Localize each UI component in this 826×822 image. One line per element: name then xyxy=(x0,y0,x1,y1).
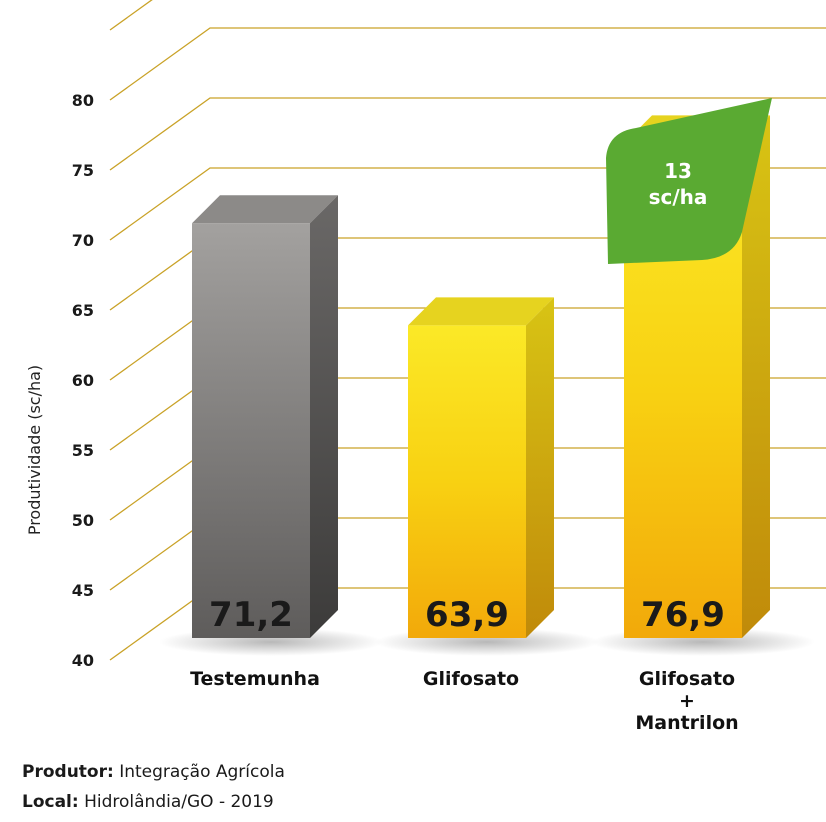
gridline xyxy=(109,27,826,101)
bar-side xyxy=(310,195,338,638)
y-tick-label: 55 xyxy=(72,441,94,460)
location-line: Local: Hidrolândia/GO - 2019 xyxy=(22,792,274,812)
location-label: Local: xyxy=(22,792,79,812)
y-tick-labels: 40 45 50 55 60 65 70 75 80 xyxy=(72,91,94,670)
gridline xyxy=(109,97,826,171)
bar-value-label: 76,9 xyxy=(641,595,725,635)
y-tick-label: 45 xyxy=(72,581,94,600)
y-tick-label: 80 xyxy=(72,91,94,110)
producer-label: Produtor: xyxy=(22,762,114,782)
producer-line: Produtor: Integração Agrícola xyxy=(22,762,285,782)
badge-shape xyxy=(606,98,772,264)
y-tick-label: 50 xyxy=(72,511,94,530)
producer-value: Integração Agrícola xyxy=(113,762,285,782)
y-tick-label: 60 xyxy=(72,371,94,390)
badge-unit: sc/ha xyxy=(649,185,708,209)
bar-top xyxy=(408,297,554,326)
bars: 71,2 63,9 76,9 xyxy=(158,115,816,656)
y-tick-label: 40 xyxy=(72,651,94,670)
bar-value-label: 71,2 xyxy=(209,595,293,635)
bar xyxy=(192,223,310,638)
location-value: Hidrolândia/GO - 2019 xyxy=(78,792,274,812)
y-axis-label: Produtividade (sc/ha) xyxy=(25,365,44,535)
x-tick-labels: Testemunha Glifosato Glifosato + Mantrilon xyxy=(190,668,739,734)
bar-side xyxy=(526,297,554,638)
bar-value-label: 63,9 xyxy=(425,595,509,635)
bar xyxy=(408,325,526,638)
x-tick-label: Glifosato + Mantrilon xyxy=(635,668,738,734)
x-tick-label: Testemunha xyxy=(190,668,320,690)
bar-top xyxy=(192,195,338,224)
x-tick-label: Glifosato xyxy=(423,668,519,690)
y-tick-label: 70 xyxy=(72,231,94,250)
gridline xyxy=(109,0,153,31)
y-tick-label: 65 xyxy=(72,301,94,320)
y-tick-label: 75 xyxy=(72,161,94,180)
badge-value: 13 xyxy=(664,159,692,183)
bar-side xyxy=(742,115,770,638)
